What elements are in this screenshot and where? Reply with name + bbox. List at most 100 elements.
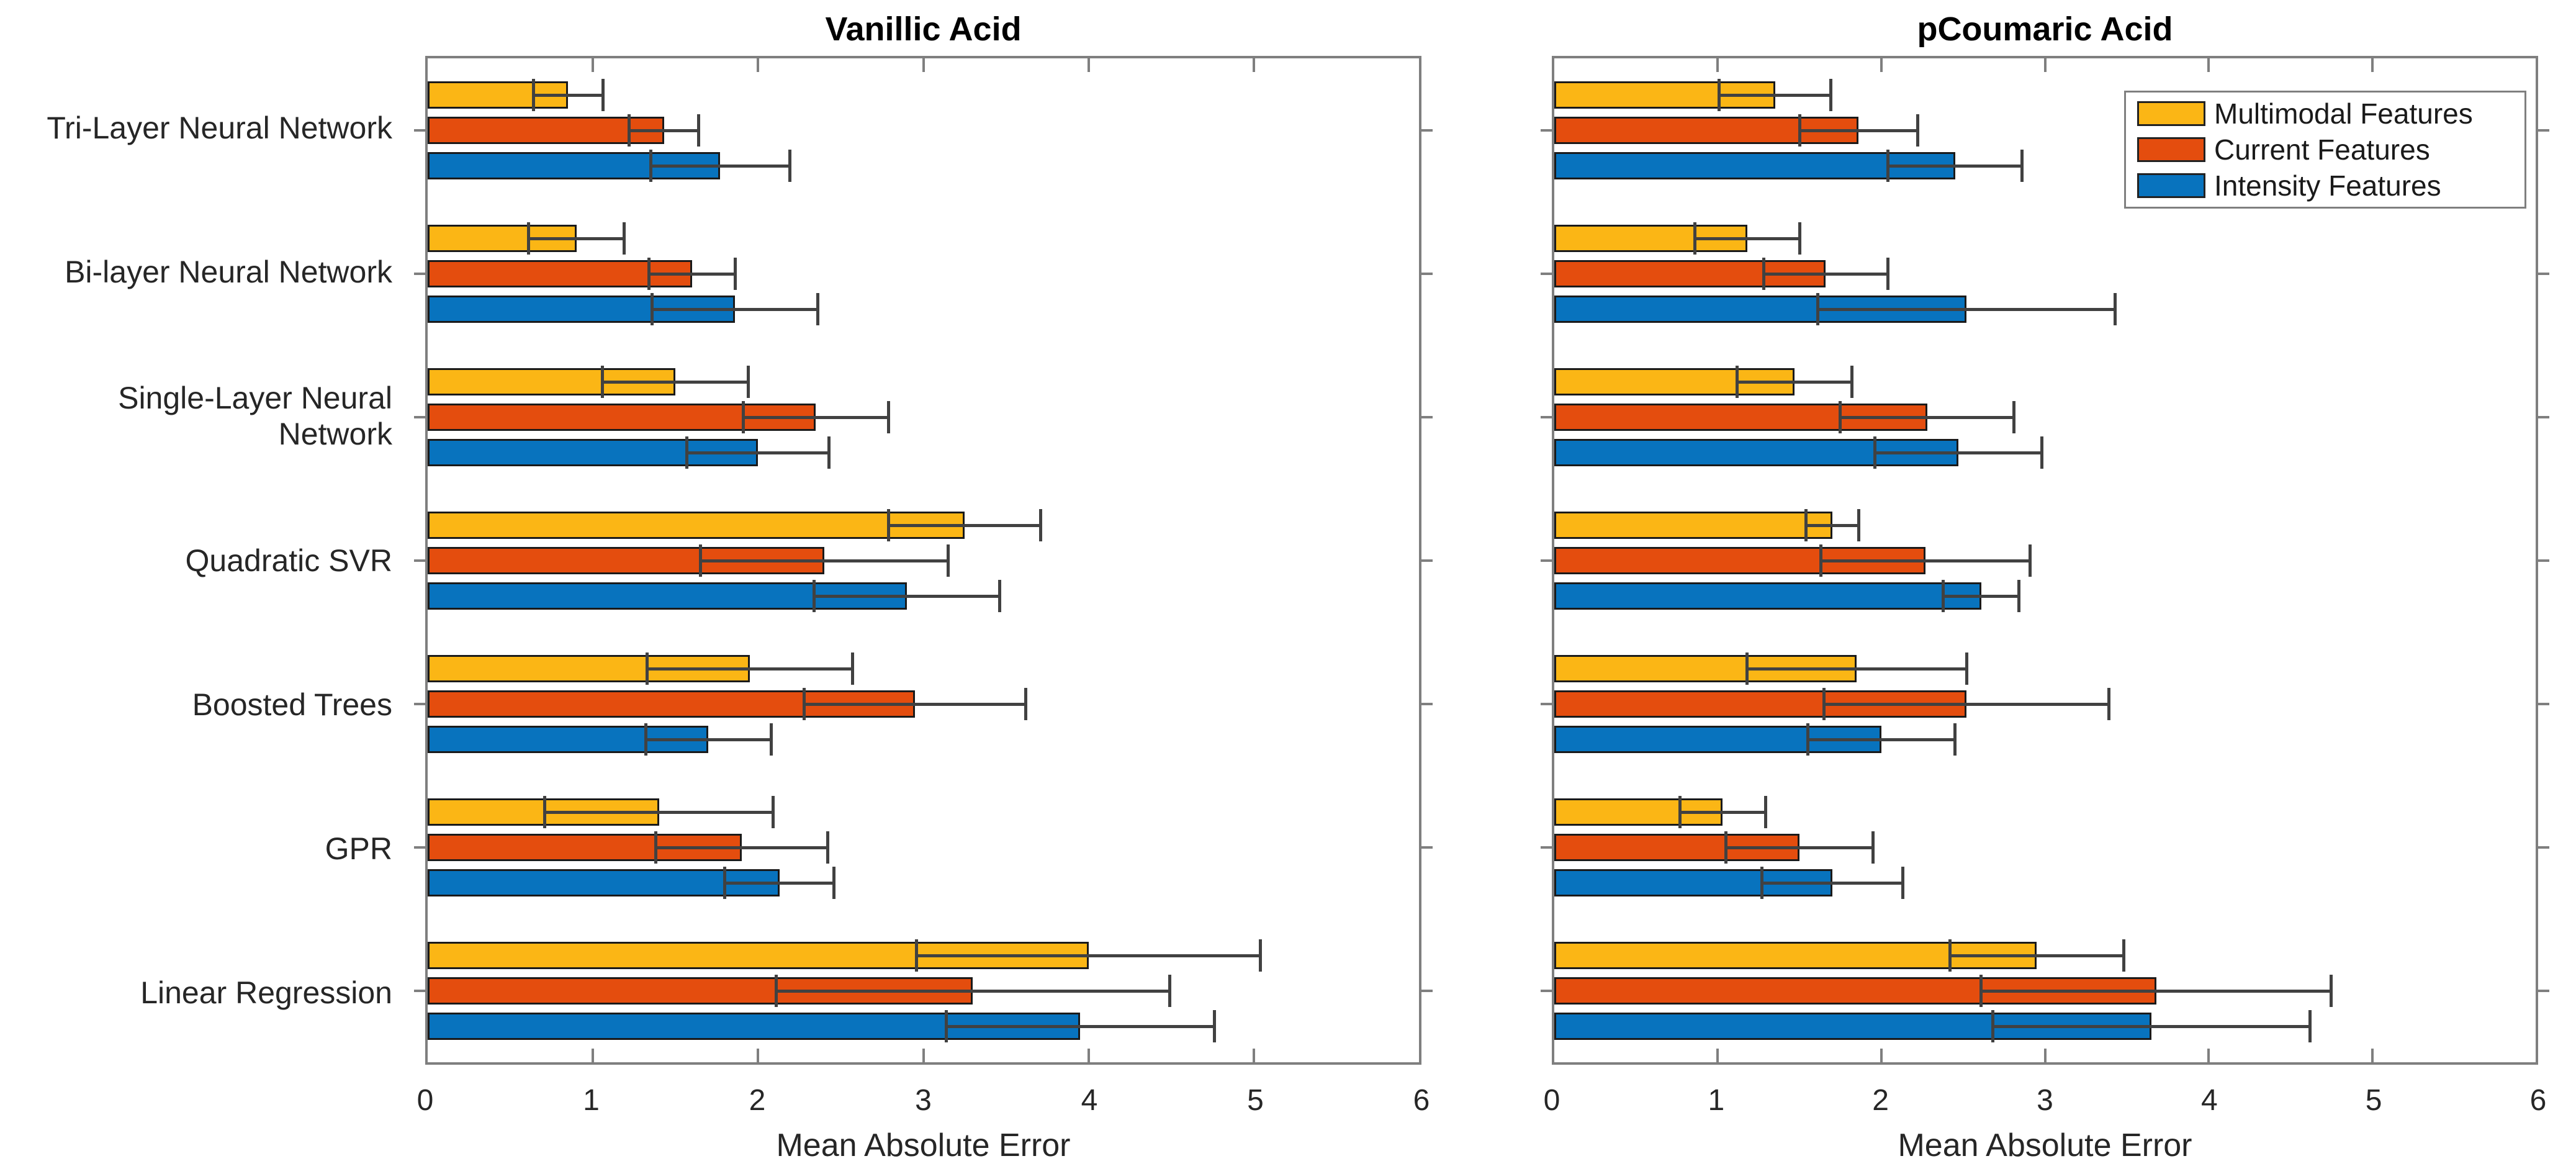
error-bar-cap-low [601, 365, 605, 398]
error-bar-line [543, 810, 775, 814]
bar-group [428, 202, 1419, 345]
error-bar-cap-high [1953, 723, 1957, 756]
x-axis-tick [592, 58, 595, 72]
bar-current-features [428, 690, 916, 718]
error-bar-cap-low [803, 687, 806, 720]
y-axis-tick [1421, 415, 1433, 418]
x-axis-tick [2371, 58, 2374, 72]
x-axis-tick [1087, 58, 1090, 72]
x-axis-tick-labels: 0 1 2 3 4 5 6 [417, 1083, 1430, 1127]
error-bar-cap-high [947, 544, 950, 577]
error-bar-cap-low [1806, 723, 1809, 756]
x-axis-tick [922, 1049, 925, 1062]
error-bar-cap-low [685, 436, 689, 469]
x-axis-tick [2371, 1049, 2374, 1062]
bar-multimodal-features [428, 511, 965, 539]
legend-item: Current Features [2137, 133, 2513, 166]
y-axis-tick [1541, 272, 1552, 275]
bar-track [1554, 222, 2536, 255]
error-bar-cap-low [644, 723, 647, 756]
error-bar-line [698, 559, 950, 562]
x-axis-tick [1716, 1049, 1719, 1062]
error-bar-cap-high [832, 866, 836, 899]
error-bar-cap-high [2107, 687, 2110, 720]
bar-track [1554, 508, 2536, 541]
error-bar-cap-low [945, 1009, 948, 1042]
error-bar-cap-low [1798, 114, 1801, 147]
error-bar-cap-low [1948, 939, 1952, 972]
y-axis-tick [1421, 702, 1433, 705]
bar-track [1554, 436, 2536, 469]
bar-track [428, 544, 1419, 577]
bar-track [1554, 365, 2536, 398]
error-bar-cap-high [771, 795, 775, 828]
bar-group [1554, 919, 2536, 1062]
bar-track [428, 222, 1419, 255]
error-bar-cap-high [2308, 1009, 2312, 1042]
x-axis-tick-labels: 0 1 2 3 4 5 6 [1544, 1083, 2547, 1127]
bar-track [428, 687, 1419, 720]
bar-track [1554, 795, 2536, 828]
y-axis-tick [2538, 846, 2549, 849]
bar-group [428, 919, 1419, 1062]
bar-track [1554, 78, 2536, 111]
x-axis-label: Mean Absolute Error [1898, 1127, 2192, 1163]
error-bar-cap-high [1886, 257, 1890, 290]
bar-group [1554, 632, 2536, 775]
bar-track [428, 114, 1419, 147]
error-bar-cap-low [1816, 292, 1819, 325]
bar-track [428, 149, 1419, 182]
error-bar-line [644, 738, 773, 741]
bar-track [428, 257, 1419, 290]
y-axis-tick [1421, 846, 1433, 849]
error-bar-cap-low [1839, 400, 1842, 433]
error-bar-line [813, 594, 1001, 598]
error-bar-cap-low [723, 866, 727, 899]
error-bar-line [531, 93, 605, 97]
error-bar-cap-high [733, 257, 737, 290]
error-bar-cap-high [816, 292, 819, 325]
error-bar-cap-low [1762, 257, 1765, 290]
y-axis-tick [414, 989, 425, 992]
bar-intensity-features [1554, 582, 1981, 610]
x-axis-tick-label: 0 [1543, 1084, 1560, 1117]
x-axis-tick [2207, 1049, 2210, 1062]
bar-current-features [428, 116, 664, 144]
y-axis-tick [2538, 129, 2549, 132]
x-axis-tick-label: 3 [2037, 1084, 2053, 1117]
error-bar-cap-high [1857, 508, 1860, 541]
error-bar-cap-high [2122, 939, 2125, 972]
legend-swatch [2137, 137, 2205, 162]
error-bar-cap-low [1718, 78, 1721, 111]
error-bar-cap-low [1745, 652, 1749, 685]
bar-track [428, 508, 1419, 541]
y-axis-tick [1541, 846, 1552, 849]
y-axis-tick [2538, 415, 2549, 418]
y-axis-tick [414, 702, 425, 705]
error-bar-cap-high [697, 114, 701, 147]
error-bar-cap-high [1829, 78, 1832, 111]
x-axis-tick-label: 1 [583, 1084, 600, 1117]
error-bar-line [654, 846, 829, 849]
x-axis-tick-label: 3 [915, 1084, 932, 1117]
bar-track [1554, 257, 2536, 290]
x-axis-tick [922, 58, 925, 72]
error-bar-cap-low [698, 544, 702, 577]
error-bar-cap-low [1873, 436, 1876, 469]
legend-swatch [2137, 101, 2205, 126]
y-axis-tick [1541, 559, 1552, 562]
bar-track [1554, 723, 2536, 756]
error-bar-cap-high [2012, 400, 2016, 433]
bar-track [428, 652, 1419, 685]
error-bar-line [647, 272, 737, 276]
category-label: Quadratic SVR [185, 543, 392, 578]
error-bar-cap-high [887, 400, 891, 433]
error-bar-line [1816, 307, 2117, 311]
bar-track [1554, 544, 2536, 577]
category-label: GPR [325, 831, 392, 866]
x-axis-tick [1880, 58, 1883, 72]
x-axis-tick-label: 5 [1247, 1084, 1264, 1117]
error-bar-cap-low [1886, 149, 1889, 182]
error-bar-line [1948, 954, 2125, 957]
error-bar-cap-low [774, 974, 778, 1007]
